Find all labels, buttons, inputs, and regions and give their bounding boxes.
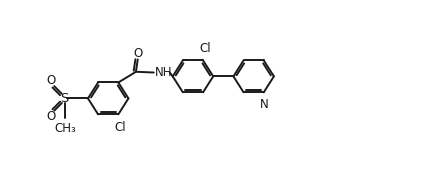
Text: NH: NH [154,66,172,79]
Text: Cl: Cl [115,121,126,134]
Text: N: N [259,98,268,111]
Text: O: O [133,47,143,60]
Text: O: O [47,110,56,123]
Text: O: O [47,74,56,87]
Text: S: S [60,92,69,105]
Text: CH₃: CH₃ [54,122,76,135]
Text: Cl: Cl [199,42,211,55]
